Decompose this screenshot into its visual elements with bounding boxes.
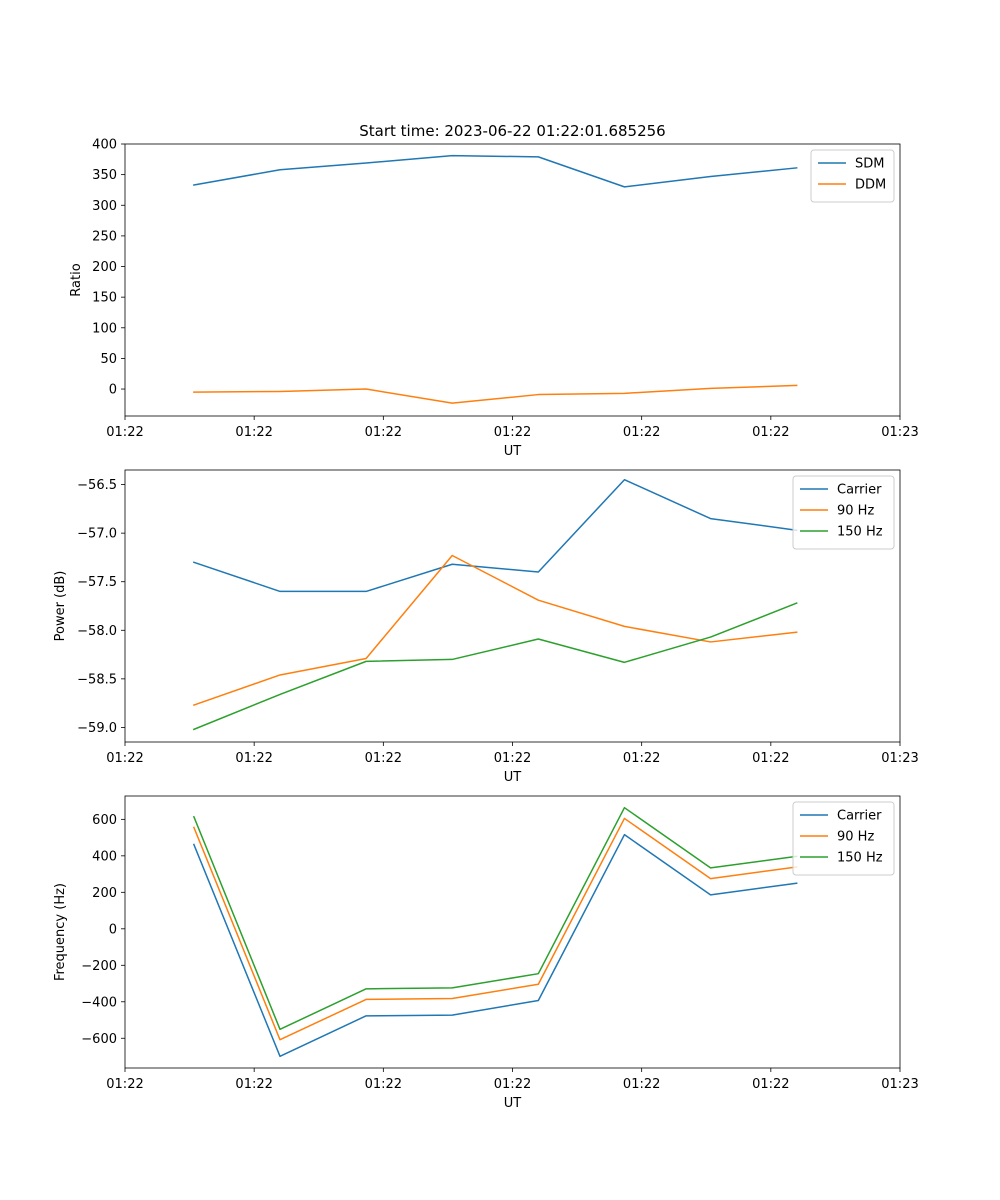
y-tick-label: 200 [92, 886, 117, 901]
x-tick-label: 01:22 [494, 751, 531, 766]
series-line-90-hz [192, 817, 798, 1041]
legend: Carrier 90 Hz 150 Hz [792, 801, 895, 876]
legend-label: Carrier [837, 809, 882, 824]
y-tick-label: −59.0 [77, 721, 117, 736]
y-tick-label: −58.0 [77, 624, 117, 639]
series-line-sdm [193, 154, 798, 188]
y-tick-label: 50 [100, 352, 117, 367]
y-tick-label: 100 [92, 321, 117, 336]
axes-frame [124, 469, 901, 743]
y-tick-label: 600 [92, 813, 117, 828]
x-tick-label: 01:22 [494, 1077, 531, 1092]
y-axis-label: Ratio [69, 263, 84, 296]
y-tick-label: 0 [109, 922, 117, 937]
y-tick-label: 400 [92, 138, 117, 153]
panel-1: 01:22 01:22 01:22 01:22 01:22 01:22 01:23 0 50 10… [69, 138, 919, 460]
legend-label: Carrier [837, 483, 882, 498]
x-tick-label: 01:22 [365, 425, 402, 440]
x-tick-label: 01:22 [752, 751, 789, 766]
x-axis-label: UT [504, 444, 522, 459]
x-tick-label: 01:23 [881, 425, 918, 440]
x-tick-label: 01:22 [623, 751, 660, 766]
series-line-90-hz [192, 554, 798, 707]
y-tick-label: 400 [92, 849, 117, 864]
y-tick-label: −600 [81, 1032, 117, 1047]
x-tick-label: 01:22 [235, 1077, 272, 1092]
y-axis-label: Frequency (Hz) [53, 883, 68, 981]
y-tick-label: 200 [92, 260, 117, 275]
y-tick-label: 300 [92, 199, 117, 214]
axes-frame [124, 143, 901, 417]
y-tick-label: −56.5 [77, 478, 117, 493]
y-axis-label: Power (dB) [53, 571, 68, 642]
panel-2: 01:22 01:22 01:22 01:22 01:22 01:22 01:23 −59.0… [53, 469, 919, 785]
legend-label: 150 Hz [837, 525, 883, 540]
x-tick-label: 01:23 [881, 1077, 918, 1092]
x-tick-label: 01:22 [106, 751, 143, 766]
x-tick-label: 01:22 [623, 1077, 660, 1092]
x-tick-label: 01:22 [752, 425, 789, 440]
x-tick-label: 01:22 [106, 1077, 143, 1092]
legend: Carrier 90 Hz 150 Hz [792, 475, 895, 550]
series-line-ddm [193, 384, 798, 404]
x-tick-label: 01:22 [752, 1077, 789, 1092]
legend-label: 90 Hz [837, 830, 874, 845]
figure-title: Start time: 2023-06-22 01:22:01.685256 [359, 122, 665, 140]
legend-label: 150 Hz [837, 851, 883, 866]
legend-label: 90 Hz [837, 504, 874, 519]
x-tick-label: 01:22 [365, 1077, 402, 1092]
series-line-carrier [192, 478, 798, 593]
y-tick-label: −58.5 [77, 672, 117, 687]
x-tick-label: 01:22 [623, 425, 660, 440]
y-tick-label: −57.0 [77, 527, 117, 542]
legend: SDM DDM [810, 149, 895, 203]
y-tick-label: 350 [92, 168, 117, 183]
y-tick-label: −400 [81, 995, 117, 1010]
x-tick-label: 01:22 [494, 425, 531, 440]
y-tick-label: −57.5 [77, 575, 117, 590]
panel-3: 01:22 01:22 01:22 01:22 01:22 01:22 01:23 −600 −… [53, 795, 919, 1111]
y-tick-label: −200 [81, 959, 117, 974]
series-line-150-hz [192, 602, 798, 731]
x-axis-label: UT [504, 770, 522, 785]
x-tick-label: 01:22 [235, 425, 272, 440]
x-axis-label: UT [504, 1096, 522, 1111]
y-tick-label: 0 [109, 383, 117, 398]
x-tick-label: 01:22 [365, 751, 402, 766]
x-tick-label: 01:22 [106, 425, 143, 440]
x-tick-label: 01:23 [881, 751, 918, 766]
x-tick-label: 01:22 [235, 751, 272, 766]
legend-label: SDM [855, 157, 884, 172]
y-tick-label: 150 [92, 291, 117, 306]
series-line-carrier [192, 833, 798, 1058]
legend-label: DDM [855, 178, 886, 193]
y-tick-label: 250 [92, 229, 117, 244]
series-line-150-hz [192, 806, 798, 1031]
